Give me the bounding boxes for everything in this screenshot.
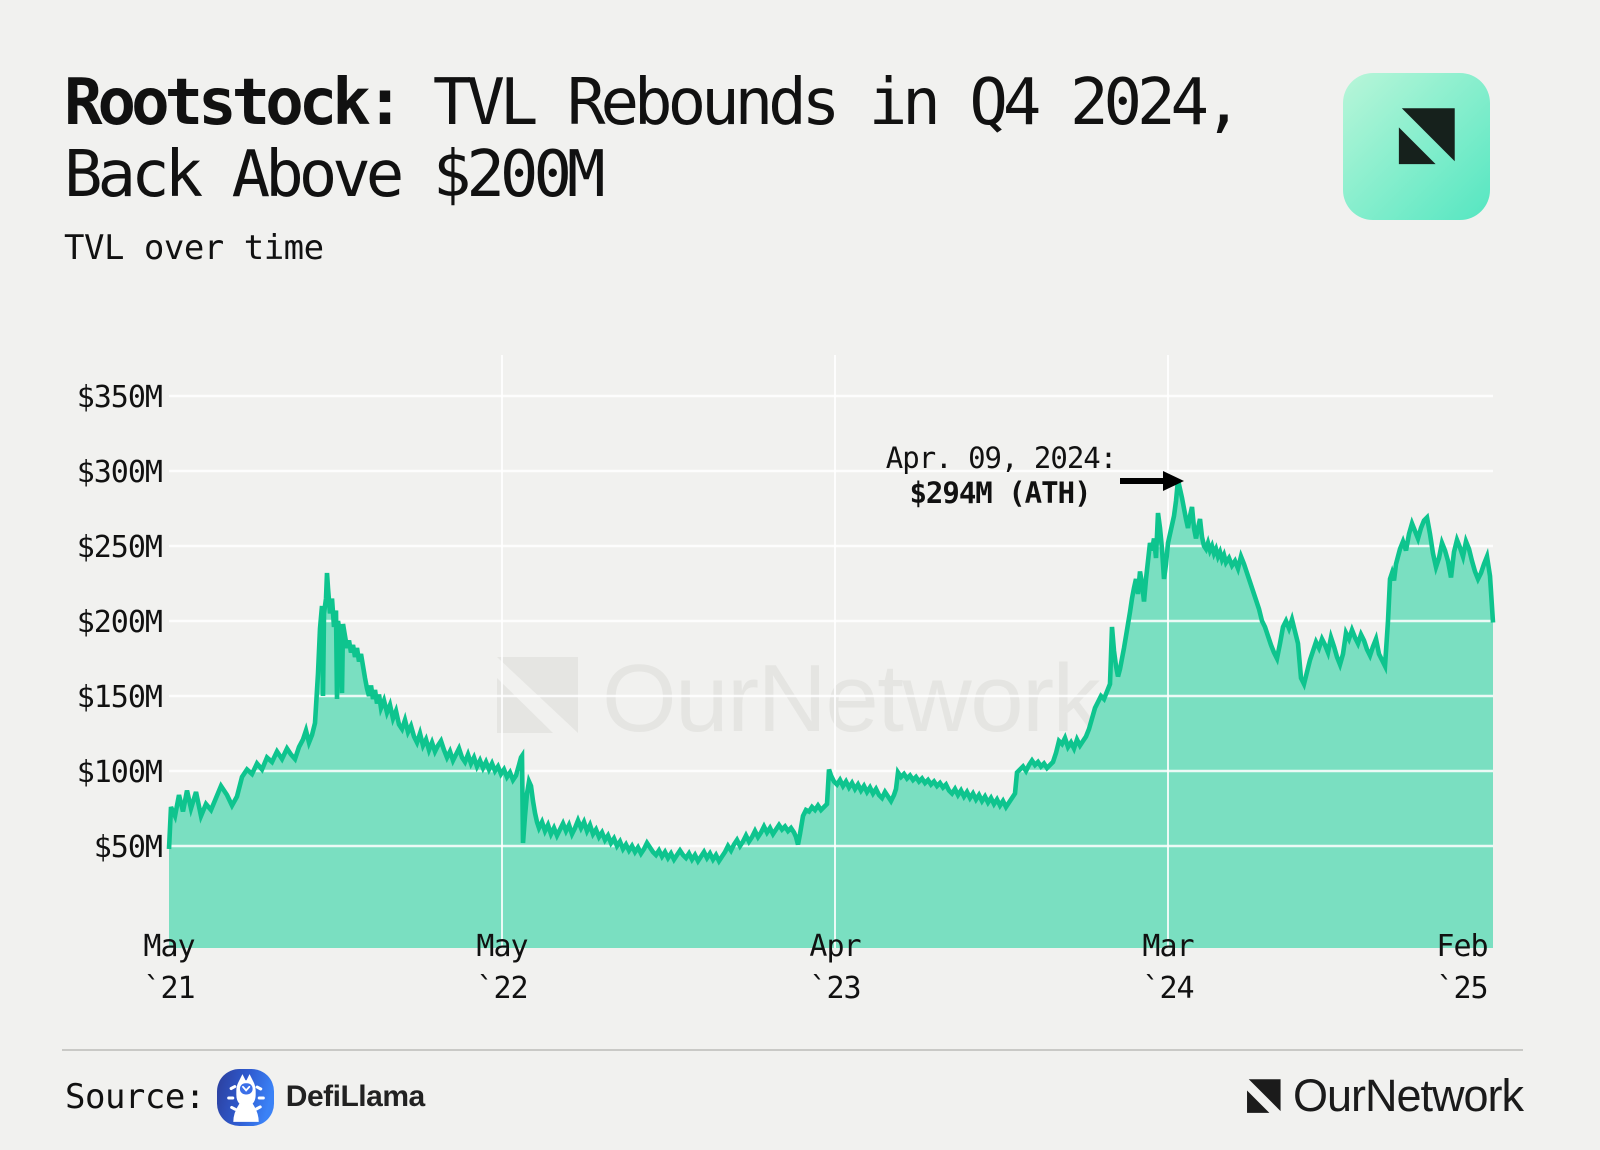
ournetwork-logo-badge <box>1343 73 1490 220</box>
x-axis-label-month: Apr <box>809 929 860 964</box>
tvl-area-fill <box>169 480 1493 948</box>
y-axis-label-100: $100M <box>77 755 162 790</box>
y-axis-label-200: $200M <box>77 605 162 640</box>
axis-label-layer: $350M $300M $250M $200M $150M $100M $50M May `21… <box>77 380 1489 1006</box>
page-title-project: Rootstock: <box>64 66 404 140</box>
ath-arrow-head <box>1163 471 1184 491</box>
watermark-layer: OurNetwork <box>497 645 1103 752</box>
page-title-rest: TVL Rebounds in Q4 2024, <box>399 66 1243 140</box>
series-layer <box>169 480 1493 948</box>
page-title-line1: Rootstock: TVL Rebounds in Q4 2024, <box>64 66 1243 140</box>
annotation-layer: Apr. 09, 2024:$294M (ATH) <box>886 441 1184 510</box>
source-name: DefiLlama <box>285 1080 425 1113</box>
x-axis-label-month: May <box>143 929 194 964</box>
x-axis-label-year: `25 <box>1436 971 1487 1006</box>
series-line-layer <box>166 479 1496 866</box>
x-axis-label-year: `24 <box>1142 971 1193 1006</box>
ath-annotation-value: $294M (ATH) <box>909 476 1090 510</box>
y-axis-label-150: $150M <box>77 680 162 715</box>
y-axis-label-50: $50M <box>94 830 162 865</box>
defillama-icon <box>216 1068 274 1126</box>
y-axis-label-350: $350M <box>77 380 162 415</box>
x-axis-label-year: `21 <box>143 971 194 1006</box>
ath-annotation-date: Apr. 09, 2024: <box>886 441 1116 475</box>
watermark-text: OurNetwork <box>602 645 1102 752</box>
x-axis-label-month: May <box>476 929 527 964</box>
footer-brand: OurNetwork <box>1241 1070 1524 1122</box>
page-title-line2: Back Above $200M <box>64 138 605 212</box>
x-axis-label-month: Feb <box>1436 929 1487 964</box>
x-axis-label-month: Mar <box>1142 929 1193 964</box>
footer-divider <box>62 1049 1523 1051</box>
footer-brand-wordmark: OurNetwork <box>1292 1070 1524 1121</box>
ournetwork-n-icon-footer <box>1246 1078 1281 1113</box>
source-attribution: Source: DefiLlama <box>65 1066 425 1128</box>
y-axis-label-250: $250M <box>77 530 162 565</box>
source-label: Source: <box>65 1077 205 1117</box>
tvl-line <box>166 479 1496 866</box>
y-axis-label-300: $300M <box>77 455 162 490</box>
chart-subtitle: TVL over time <box>64 228 324 268</box>
x-axis-label-year: `23 <box>809 971 860 1006</box>
x-axis-label-year: `22 <box>476 971 527 1006</box>
ournetwork-n-icon <box>1398 108 1455 165</box>
watermark-n-icon <box>497 678 553 733</box>
